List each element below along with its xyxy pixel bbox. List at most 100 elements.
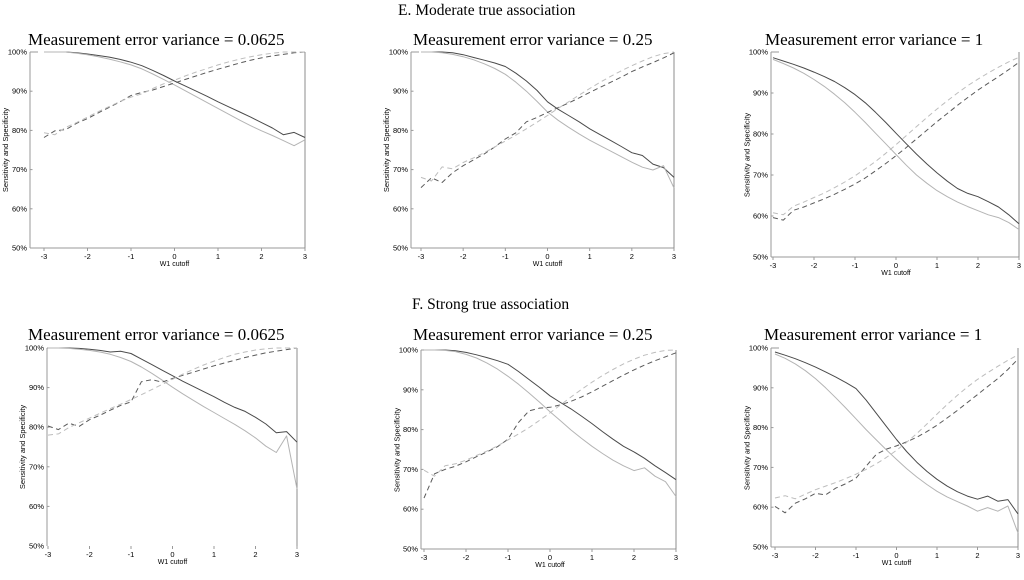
x-tick-label: 1 [935,551,939,560]
y-tick-label: 70% [12,165,27,174]
x-tick-label: 0 [170,550,174,559]
y-tick-label: 90% [403,385,418,394]
chart-panel-3: 100% 90% 80% 70% 60% 50%-3 -2 -1 0 1 2 3 [749,48,1021,271]
series-line-specificity-dark-dashed [423,352,677,499]
x-tick-label: -1 [128,252,135,261]
x-tick-label: 1 [590,553,594,562]
series-line-sensitivity-dark-solid [421,51,675,178]
y-tick-label: 60% [753,503,768,512]
y-tick-label: 70% [753,463,768,472]
x-tick-label: 0 [548,553,552,562]
y-tick-label: 90% [12,87,27,96]
y-tick-label: 80% [403,425,418,434]
y-tick-label: 100% [8,48,28,57]
x-tick-label: 3 [303,252,307,261]
y-tick-label: 80% [753,130,768,139]
x-tick-label: 0 [545,252,549,261]
series-line-sensitivity-light-solid [421,51,675,189]
x-tick-label: -3 [770,261,777,270]
series-line-sensitivity-dark-solid [44,51,306,138]
series-line-specificity-dark-dashed [774,358,1019,514]
y-tick-label: 90% [753,89,768,98]
series-line-specificity-light-dashed [774,354,1019,500]
x-tick-label: 1 [935,261,939,270]
y-axis-label: Sensitivity and Specificity [1,107,10,193]
chart-panel-4: 100% 90% 80% 70% 60% 50%-3 -2 -1 0 1 2 3 [25,344,299,560]
x-tick-label: 1 [212,550,216,559]
x-tick-label: -1 [502,252,509,261]
chart-title-e2: Measurement error variance = 0.25 [413,30,653,49]
chart-panel-5: 100% 90% 80% 70% 60% 50%-3 -2 -1 0 1 2 3 [399,346,678,563]
x-axis-label: W1 cutoff [532,261,563,268]
y-tick-label: 100% [749,48,769,57]
chart-panel-2: 100% 90% 80% 70% 60% 50% -3 -2 -1 0 1 2 3 [389,48,676,262]
x-tick-label: -3 [772,551,779,560]
x-tick-label: 2 [632,553,636,562]
y-tick-label: 100% [389,48,409,57]
y-tick-label: 70% [29,462,44,471]
y-tick-label: 90% [29,383,44,392]
series-line-sensitivity-light-solid [48,347,298,490]
x-tick-label: 1 [588,252,592,261]
x-tick-label: 2 [253,550,257,559]
chart-title-f3: Measurement error variance = 1 [764,325,983,344]
x-tick-label: -1 [853,551,860,560]
x-tick-label: 0 [894,261,898,270]
x-tick-label: 2 [975,551,979,560]
y-tick-label: 50% [393,244,408,253]
x-tick-label: 2 [976,261,980,270]
x-tick-label: 3 [672,252,676,261]
y-tick-label: 50% [753,543,768,552]
y-tick-label: 70% [393,165,408,174]
x-tick-label: -3 [421,553,428,562]
x-tick-label: -2 [811,261,818,270]
y-tick-label: 80% [12,126,27,135]
series-line-specificity-light-dashed [423,349,677,477]
x-tick-label: -1 [128,550,135,559]
y-tick-label: 50% [403,545,418,554]
y-tick-label: 50% [12,244,27,253]
x-tick-label: 3 [1017,261,1021,270]
y-tick-label: 100% [25,344,45,353]
x-tick-label: 3 [295,550,299,559]
series-line-sensitivity-dark-solid [424,349,677,481]
y-axis-label: Sensitivity and Specificity [742,405,751,490]
y-tick-label: 50% [753,253,768,262]
series-line-sensitivity-light-solid [424,349,677,497]
chart-title-e3: Measurement error variance = 1 [765,30,984,49]
chart-title-e1: Measurement error variance = 0.0625 [28,30,285,49]
x-tick-label: -2 [460,252,467,261]
y-tick-label: 100% [399,346,419,355]
y-tick-label: 60% [12,204,27,213]
y-axis-label: Sensitivity and Specificity [18,404,27,490]
y-axis-label: Sensitivity and Specificity [382,107,391,193]
chart-panel-1: 100% 90% 80% 70% 60% 50% -3 -2 -1 0 1 2 3 [8,48,307,262]
series-line-sensitivity-dark-solid [772,57,1020,225]
x-tick-label: -3 [418,252,425,261]
x-tick-label: 0 [172,252,176,261]
x-tick-label: -2 [812,551,819,560]
x-axis-label: W1 cutoff [159,261,190,268]
chart-title-f2: Measurement error variance = 0.25 [413,325,653,344]
y-tick-label: 100% [749,344,769,353]
x-tick-label: 2 [259,252,263,261]
x-tick-label: -2 [84,252,91,261]
series-line-sensitivity-light-solid [44,51,306,147]
x-axis-label: W1 cutoff [157,559,188,566]
series-line-specificity-light-dashed [43,51,305,136]
y-tick-label: 80% [393,126,408,135]
y-tick-label: 70% [403,465,418,474]
x-axis-label: W1 cutoff [881,560,912,567]
series-line-sensitivity-dark-solid [48,347,298,443]
x-axis-label: W1 cutoff [881,270,911,277]
x-tick-label: -3 [41,252,48,261]
series-line-specificity-dark-dashed [47,347,298,431]
x-tick-label: 0 [894,551,898,560]
series-line-specificity-dark-dashed [772,61,1020,221]
section-heading-e: E. Moderate true association [398,2,576,19]
section-heading-f: F. Strong true association [412,296,570,313]
chart-panel-6: 100% 90% 80% 70% 60% 50% -3 -2 -1 0 1 2 3 [749,344,1020,561]
y-axis-label: Sensitivity and Specificity [392,407,401,492]
x-tick-label: -2 [463,553,470,562]
